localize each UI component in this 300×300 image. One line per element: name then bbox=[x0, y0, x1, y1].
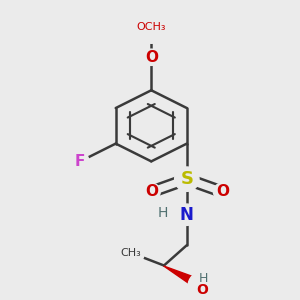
Text: H: H bbox=[158, 206, 168, 220]
Text: H: H bbox=[199, 272, 208, 285]
Text: F: F bbox=[75, 154, 85, 169]
Text: CH₃: CH₃ bbox=[121, 248, 141, 258]
Circle shape bbox=[118, 240, 144, 266]
Circle shape bbox=[71, 152, 89, 170]
Text: O: O bbox=[145, 50, 158, 65]
Circle shape bbox=[188, 272, 216, 300]
Circle shape bbox=[214, 183, 231, 201]
Circle shape bbox=[143, 49, 159, 65]
Polygon shape bbox=[164, 266, 205, 291]
Circle shape bbox=[176, 204, 197, 225]
Text: O: O bbox=[145, 184, 158, 200]
Text: O: O bbox=[196, 283, 208, 297]
Circle shape bbox=[142, 183, 160, 201]
Text: O: O bbox=[216, 184, 229, 200]
Text: S: S bbox=[180, 170, 193, 188]
Circle shape bbox=[135, 10, 168, 43]
Text: N: N bbox=[180, 206, 194, 224]
Circle shape bbox=[175, 167, 199, 191]
Text: OCH₃: OCH₃ bbox=[136, 22, 166, 32]
